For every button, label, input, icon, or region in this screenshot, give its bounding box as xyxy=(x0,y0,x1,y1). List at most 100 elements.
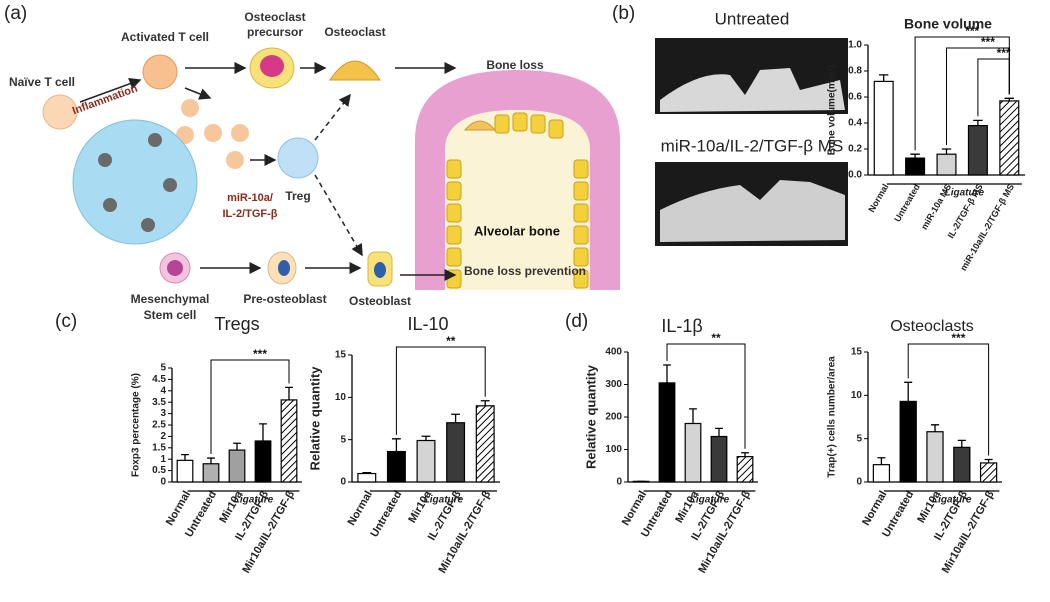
bar xyxy=(979,462,998,483)
significance-bracket xyxy=(395,346,486,435)
y-tick-label: 2 xyxy=(160,431,166,442)
error-bar xyxy=(877,457,886,465)
y-tick-label: 1.0 xyxy=(848,40,862,51)
y-tick-label: 0.5 xyxy=(152,465,166,476)
y-tick-label: 0.4 xyxy=(848,118,862,129)
error-bar xyxy=(984,458,993,463)
bar xyxy=(280,399,298,483)
bar xyxy=(905,157,926,176)
bar xyxy=(475,405,495,483)
node-label: Osteoblast xyxy=(349,294,411,308)
bar xyxy=(899,400,917,483)
node-label: Bone loss prevention xyxy=(464,264,586,278)
y-tick-label: 100 xyxy=(605,444,622,455)
bar xyxy=(953,446,971,483)
panel-label: (a) xyxy=(4,3,27,24)
y-tick-label: 0 xyxy=(856,477,862,488)
y-tick-label: 5 xyxy=(340,434,346,445)
group-label: Ligature xyxy=(424,495,464,506)
y-tick-label: 5 xyxy=(856,433,862,444)
bar xyxy=(926,431,944,483)
significance-label: *** xyxy=(997,46,1011,60)
bone xyxy=(445,110,590,290)
error-bar xyxy=(741,452,749,457)
y-axis-label: Relative quantity xyxy=(307,366,322,471)
bar xyxy=(228,449,246,483)
bar xyxy=(658,382,676,483)
image-caption: miR-10a/IL-2/TGF-β MS xyxy=(661,136,844,155)
panel-label: (d) xyxy=(565,311,588,332)
chart-title: IL-1β xyxy=(661,316,702,336)
error-bar xyxy=(362,472,372,474)
group-label: Ligature xyxy=(932,495,972,506)
significance-label: *** xyxy=(965,24,979,38)
node-label: Naïve T cell xyxy=(9,75,75,89)
bar xyxy=(416,439,436,483)
bar xyxy=(872,464,891,483)
significance-label: *** xyxy=(951,331,965,345)
error-bar xyxy=(259,423,267,441)
error-bar xyxy=(233,442,241,451)
error-bar xyxy=(878,74,889,82)
error-bar xyxy=(663,364,671,383)
node-label: Pre-osteoblast xyxy=(243,292,326,306)
bar xyxy=(967,124,988,176)
panel-label: (b) xyxy=(612,3,635,24)
error-bar xyxy=(421,435,431,441)
node-label: Alveolar bone xyxy=(474,223,560,238)
bar xyxy=(386,450,406,483)
bar xyxy=(684,422,702,483)
error-bar xyxy=(957,439,966,448)
error-bar xyxy=(941,148,952,155)
node-label: Bone loss xyxy=(486,58,544,72)
diagram: Naïve T cell Activated T cell Inflammati… xyxy=(9,10,620,322)
y-tick-label: 15 xyxy=(851,347,863,358)
significance-label: ** xyxy=(711,331,721,345)
group-label: Ligature xyxy=(690,495,730,506)
y-tick-label: 0 xyxy=(616,477,622,488)
bar xyxy=(254,440,272,483)
y-tick-label: 15 xyxy=(335,350,347,361)
arrow-label: Inflammation xyxy=(71,82,140,117)
y-tick-label: 0.8 xyxy=(848,66,862,77)
micro-ct-images: Untreated miR-10a/IL-2/TGF-β MS xyxy=(655,9,848,246)
node-label: Osteoclast xyxy=(244,10,305,24)
error-bar xyxy=(480,400,490,406)
bar xyxy=(202,463,220,483)
node-label: precursor xyxy=(247,25,303,39)
y-tick-label: 0.0 xyxy=(848,170,862,181)
y-tick-label: 3 xyxy=(160,408,166,419)
error-bar xyxy=(930,424,940,432)
y-tick-label: 200 xyxy=(605,412,622,423)
bar xyxy=(357,472,377,483)
y-tick-label: 400 xyxy=(605,347,622,358)
y-tick-label: 0.2 xyxy=(848,144,862,155)
x-tick-label: Normal xyxy=(866,182,890,214)
error-bar xyxy=(285,386,293,400)
bar xyxy=(446,422,466,483)
node-label: Stem cell xyxy=(144,308,197,322)
significance-bracket xyxy=(210,359,290,455)
error-bar xyxy=(973,119,983,126)
error-bar xyxy=(181,453,189,461)
image-caption: Untreated xyxy=(715,9,790,28)
y-tick-label: 300 xyxy=(605,379,622,390)
arrow-label: miR-10a/ xyxy=(227,192,273,204)
y-tick-label: 4 xyxy=(160,385,166,396)
y-tick-label: 1 xyxy=(160,454,166,465)
node-label: Activated T cell xyxy=(121,30,209,44)
error-bar xyxy=(715,427,723,437)
chart-title: IL-10 xyxy=(407,314,448,334)
significance-bracket xyxy=(914,36,1010,151)
error-bar xyxy=(391,438,401,452)
y-axis-label: Foxp3 percentage (%) xyxy=(131,373,142,477)
significance-label: *** xyxy=(981,35,995,49)
panel-label: (c) xyxy=(55,311,77,332)
x-tick-label: Normal xyxy=(860,489,889,528)
node-label: Mesenchymal xyxy=(131,292,210,306)
bar xyxy=(710,435,728,483)
error-bar xyxy=(910,153,920,159)
y-axis-label: Relative quantity xyxy=(583,364,598,469)
x-tick-label: Untreated xyxy=(892,182,922,223)
